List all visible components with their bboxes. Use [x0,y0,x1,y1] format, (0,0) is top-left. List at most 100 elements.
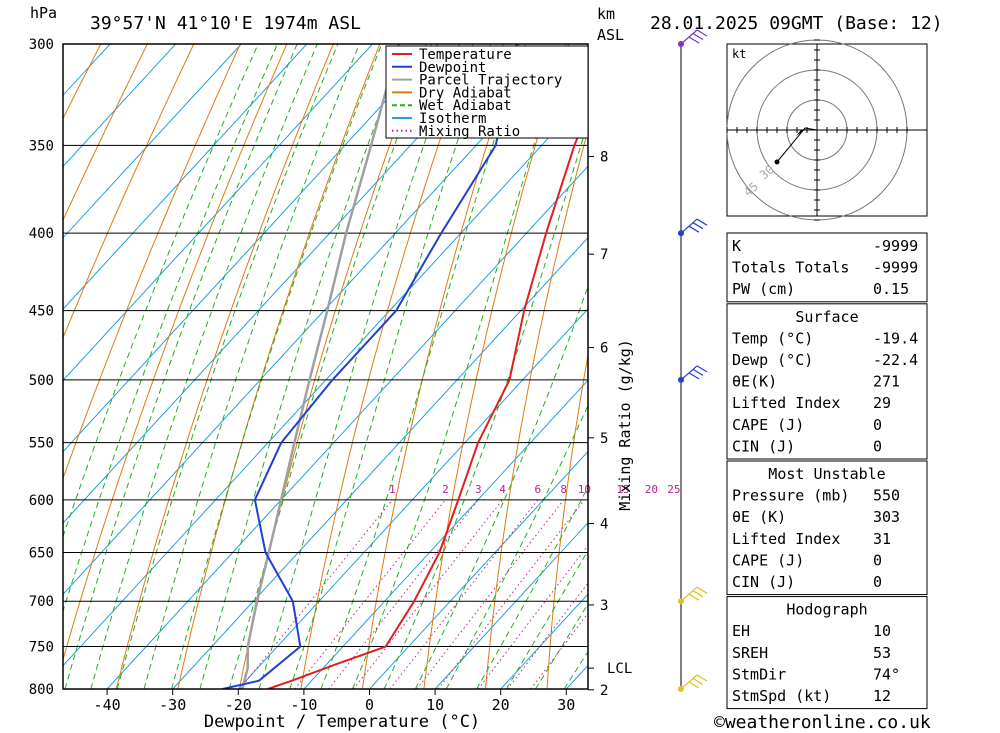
wet-adiabat-line [535,603,588,689]
x-tick-label: -10 [290,696,317,714]
isotherm-line [106,165,588,689]
stats-value: 74° [873,665,900,683]
isotherm-line [434,522,588,689]
stats-label: Temp (°C) [732,329,813,347]
wind-barb [680,218,708,234]
isotherm-line [63,94,588,667]
stats-value: 0 [873,551,882,569]
height-tick-label: 4 [600,516,608,532]
hodograph-unit: kt [732,47,746,61]
plot-frame [62,43,589,690]
stats-panel: K -9999 Totals Totals -9999 PW (cm) 0.15 Surfa… [726,232,928,710]
dry-adiabat-line [115,44,334,689]
dry-adiabat-line [546,352,588,689]
isotherm-line [63,44,570,596]
dry-adiabat-line [361,44,520,689]
mixing-ratio-label: 3 [475,483,482,496]
isotherm-line [63,44,242,239]
pressure-tick-label: 550 [29,436,54,452]
x-tick-label: 10 [426,696,444,714]
wet-adiabat-line [171,44,383,689]
stats-general-box [726,232,928,303]
wind-barbs [678,29,708,692]
stats-label: θE (K) [732,508,786,526]
stats-value: 31 [873,530,891,548]
stats-value: 550 [873,487,900,505]
pressure-tick-label: 400 [29,226,54,242]
x-tick-label: -20 [225,696,252,714]
pressure-tick-label: 500 [29,373,54,389]
isotherm-line [237,308,588,689]
wet-adiabat-line [320,44,527,689]
hodograph-end-dot [774,159,780,165]
stats-value: 53 [873,644,891,662]
pressure-tick-label: 300 [29,37,54,53]
mixing-ratio-line [294,499,446,689]
stats-label: Dewp (°C) [732,351,813,369]
stats-value: -9999 [873,237,918,255]
copyright-footer: ©weatheronline.co.uk [714,712,931,733]
stats-label: Lifted Index [732,530,840,548]
wet-adiabat-line [258,44,460,689]
height-tick-label: 3 [600,598,608,614]
dry-adiabat-line [300,44,474,689]
stats-label: CAPE (J) [732,416,804,434]
stats-value: 29 [873,394,891,412]
stats-label: SREH [732,644,768,662]
legend-label: Temperature [419,47,512,63]
mixing-ratio-line [389,499,539,689]
pressure-unit-label: hPa [30,4,57,22]
mixing-ratio-label: 6 [534,483,541,496]
stats-label: StmDir [732,665,786,683]
mixing-ratio-line [437,499,585,689]
pressure-tick-label: 600 [29,493,54,509]
pressure-tick-label: 800 [29,682,54,698]
isotherm-line [63,44,505,524]
dry-adiabat-line [960,22,987,689]
height-tick-label: LCL [607,661,632,677]
mixing-ratio-line [416,499,565,689]
wet-adiabat-line [476,486,588,689]
legend-label: Dry Adiabat [419,85,512,101]
x-tick-label: 30 [557,696,575,714]
wet-adiabat-line [199,44,407,689]
dry-adiabat-line [63,44,195,339]
wind-barb [680,365,708,381]
isotherm-line [172,236,588,689]
dry-adiabat-line [485,128,588,689]
x-tick-label: 0 [365,696,374,714]
stats-surface-box [726,303,928,460]
mixing-ratio-label: 2 [442,483,449,496]
stats-label: StmSpd (kt) [732,687,831,705]
stats-most-unstable-box [726,460,928,596]
stats-label: EH [732,622,750,640]
dry-adiabat-line [63,44,241,480]
stats-label: Totals Totals [732,259,849,277]
isotherm-line [303,379,588,689]
height-tick-label: 7 [600,247,608,263]
dry-adiabat-line [63,44,102,120]
mixing-ratio-label: 20 [645,483,658,496]
stats-section-title: Most Unstable [768,465,885,483]
dry-adiabat-line [423,44,567,689]
mixing-ratio-label: 25 [667,483,680,496]
stats-label: CIN (J) [732,437,795,455]
pressure-tick-label: 650 [29,545,54,561]
stats-value: -19.4 [873,329,918,347]
stats-value: 0.15 [873,280,909,298]
isotherm-line [63,44,177,168]
wet-adiabat-line [116,44,339,689]
stats-section-title: Hodograph [786,601,867,619]
stats-label: Pressure (mb) [732,487,849,505]
wind-barb [680,586,708,602]
x-tick-label: -30 [159,696,186,714]
isotherm-line [63,44,373,382]
height-tick-label: 2 [600,683,608,699]
pressure-tick-label: 450 [29,304,54,320]
mixing-ratio-labels: 1 2 3 4 6 8 10 15 20 25 [389,483,681,496]
stats-label: CAPE (J) [732,551,804,569]
mixing-ratio-line [353,499,503,689]
dewpoint-line [222,44,518,689]
wet-adiabat-line [505,549,588,689]
